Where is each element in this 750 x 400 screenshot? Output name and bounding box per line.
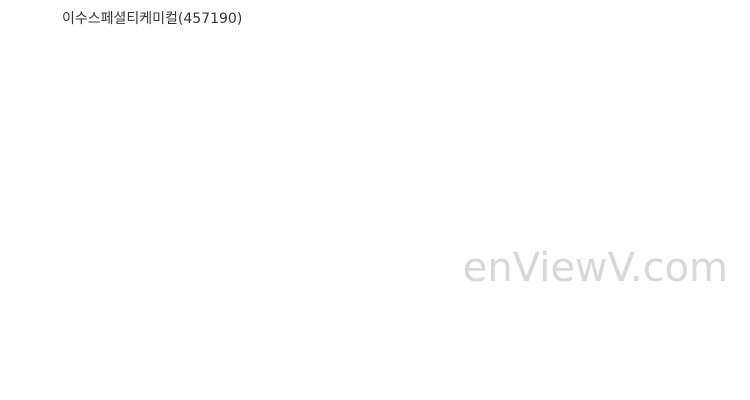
watermark: enViewV.com [463,245,728,291]
chart-title: 이수스페셜티케미컬(457190) [62,11,242,27]
